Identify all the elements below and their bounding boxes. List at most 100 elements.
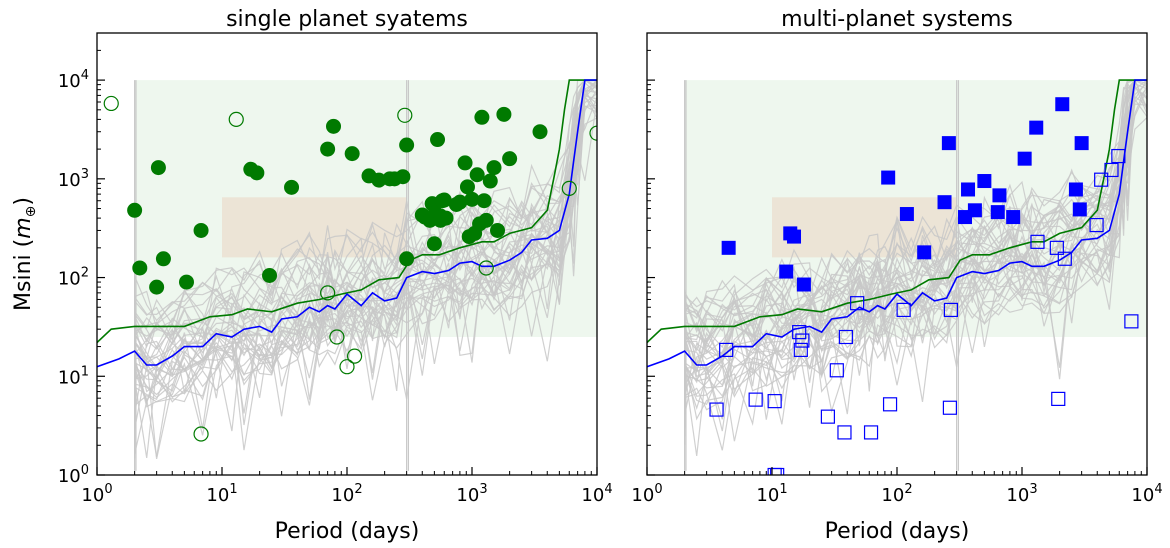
open-square-point	[767, 394, 782, 409]
background-trial-line	[134, 117, 597, 458]
open-square-point	[838, 329, 853, 345]
filled-square-point	[1017, 151, 1032, 166]
background-trial-line	[134, 100, 597, 405]
filled-square-point	[1055, 97, 1070, 112]
x-tick-label: 101	[756, 482, 787, 506]
filled-circle-point	[127, 202, 143, 218]
background-trial-line	[683, 84, 1147, 451]
open-square-point	[792, 325, 807, 340]
open-square-point	[896, 302, 911, 318]
filled-circle-point	[132, 260, 148, 276]
filled-circle-point	[478, 212, 494, 228]
filled-square-point	[992, 188, 1007, 203]
background-trial-line	[683, 79, 1147, 384]
blue-sensitivity-curve	[647, 79, 1147, 368]
background-trial-line	[683, 79, 1147, 381]
filled-square-point	[787, 229, 802, 244]
panel-single-planet: single planet syatems 100 101 102 103 104100…	[11, 7, 613, 544]
plot-area	[647, 79, 1147, 475]
open-circle-point	[103, 95, 119, 112]
filled-circle-point	[532, 124, 548, 140]
filled-square-point	[937, 195, 952, 210]
background-trial-line	[683, 79, 1147, 387]
x-tick-label: 102	[331, 482, 362, 506]
filled-square-point	[1072, 202, 1087, 217]
open-square-point	[1104, 162, 1119, 178]
x-tick-label: 102	[881, 482, 912, 506]
filled-circle-point	[464, 191, 480, 207]
filled-circle-point	[436, 192, 452, 208]
y-axis-label: Msini (m⊕)	[11, 197, 39, 311]
filled-circle-point	[399, 251, 415, 267]
filled-circle-point	[179, 274, 195, 290]
open-circle-point	[478, 260, 494, 276]
filled-circle-point	[476, 193, 492, 209]
filled-circle-point	[502, 151, 518, 167]
axis-ticks: 100 101 102 103 104 100 101 102 103 104	[58, 32, 613, 506]
filled-square-point	[990, 205, 1005, 220]
blue-sensitivity-curve	[97, 79, 597, 368]
filled-circle-point	[399, 137, 415, 153]
y-tick-label: 102	[58, 266, 89, 290]
x-tick-label: 100	[631, 482, 662, 506]
background-trial-line	[683, 87, 1147, 379]
filled-circle-point	[496, 106, 512, 122]
open-circle-point	[561, 180, 577, 196]
filled-square-point	[977, 174, 992, 189]
filled-square-point	[721, 240, 736, 255]
open-square-point	[882, 397, 898, 412]
y-tick-label: 103	[58, 167, 89, 191]
open-square-point	[1057, 251, 1072, 266]
open-circle-point	[339, 359, 355, 375]
open-square-point	[1089, 217, 1104, 233]
filled-square-point	[1006, 210, 1021, 225]
open-square-point	[837, 425, 852, 440]
filled-square-point	[1029, 120, 1044, 135]
filled-square-point	[899, 207, 914, 222]
filled-circle-point	[193, 222, 209, 238]
background-trial-line	[683, 82, 1147, 404]
background-trial-line	[134, 95, 597, 458]
panel-title: multi-planet systems	[781, 7, 1013, 32]
background-trial-line	[134, 79, 597, 358]
open-square-point	[863, 425, 879, 440]
open-circle-point	[320, 285, 336, 301]
open-square-point	[1030, 234, 1045, 249]
filled-square-point	[1068, 182, 1083, 197]
filled-square-point	[881, 170, 896, 185]
open-square-point	[719, 342, 734, 357]
y-tick-label: 104	[58, 68, 89, 92]
open-square-point	[767, 467, 782, 475]
filled-circle-point	[430, 132, 446, 148]
open-circle-point	[228, 111, 244, 127]
x-tick-label: 104	[1131, 482, 1162, 506]
filled-circle-point	[344, 146, 360, 162]
x-tick-label: 103	[456, 482, 487, 506]
open-square-point	[1094, 172, 1109, 187]
filled-square-point	[796, 277, 811, 292]
x-tick-label: 104	[581, 482, 612, 506]
open-square-point	[942, 400, 958, 415]
filled-square-point	[917, 245, 932, 260]
x-tick-label: 101	[206, 482, 237, 506]
filled-circle-point	[452, 194, 468, 210]
filled-square-point	[779, 264, 794, 279]
background-trial-line	[134, 87, 597, 401]
background-trial-line	[134, 105, 597, 408]
x-tick-label: 103	[1006, 482, 1037, 506]
filled-square-point	[941, 136, 956, 151]
y-tick-label: 100	[58, 463, 89, 487]
filled-circle-point	[457, 155, 473, 171]
filled-circle-point	[262, 267, 278, 283]
filled-circle-point	[395, 169, 411, 185]
open-square-point	[1049, 240, 1064, 255]
panel-title: single planet syatems	[226, 7, 468, 32]
open-square-point	[943, 302, 959, 318]
open-square-point	[709, 402, 724, 417]
open-circle-point	[193, 426, 209, 442]
open-square-point	[1051, 391, 1066, 406]
background-trial-line	[683, 79, 1147, 331]
filled-circle-point	[249, 165, 265, 181]
shaded-region-tan	[222, 197, 407, 258]
background-trial-line	[683, 79, 1147, 368]
